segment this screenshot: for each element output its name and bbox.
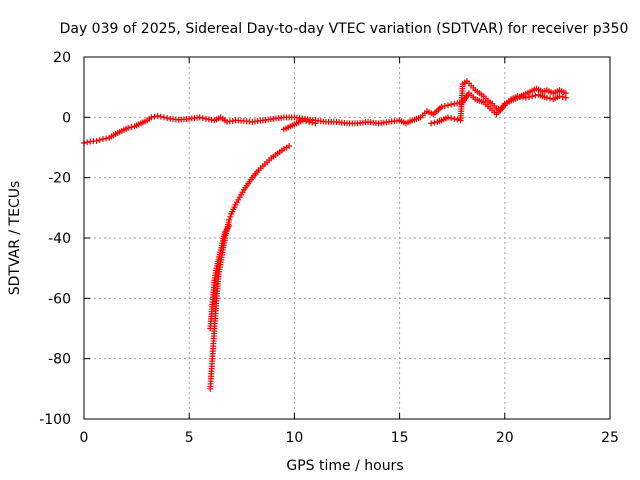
x-tick-label: 5: [185, 430, 194, 446]
data-point: [226, 216, 233, 223]
data-point: [154, 112, 161, 119]
y-tick-label: -60: [48, 291, 71, 307]
data-point: [151, 113, 158, 120]
x-tick-label: 0: [80, 430, 89, 446]
data-point: [286, 142, 293, 149]
data-point: [444, 114, 451, 121]
data-point: [532, 92, 539, 99]
data-point: [525, 93, 532, 100]
data-point: [431, 119, 438, 126]
y-axis-label: SDTVAR / TECUs: [7, 181, 23, 296]
data-point: [543, 94, 550, 101]
data-point: [562, 90, 569, 97]
grid-lines: [84, 57, 610, 419]
data-point: [93, 137, 100, 144]
data-point: [448, 101, 455, 108]
data-point: [99, 136, 106, 143]
y-tick-label: -20: [48, 171, 71, 187]
y-tick-label: 0: [62, 110, 71, 126]
data-point: [299, 117, 306, 124]
x-tick-label: 15: [391, 430, 409, 446]
data-point: [96, 136, 103, 143]
data-point: [227, 213, 234, 220]
data-point: [448, 115, 455, 122]
data-point: [128, 124, 135, 131]
x-tick-label: 20: [496, 430, 514, 446]
data-point: [84, 139, 91, 146]
data-point: [302, 118, 309, 125]
data-point: [428, 120, 435, 127]
data-point: [312, 120, 319, 127]
data-point: [164, 115, 171, 122]
x-tick-label: 25: [601, 430, 619, 446]
chart-title: Day 039 of 2025, Sidereal Day-to-day VTE…: [60, 21, 629, 37]
data-point: [559, 93, 566, 100]
plot-frame: [83, 56, 611, 420]
data-point: [148, 114, 155, 121]
data-point: [160, 114, 167, 121]
data-point: [529, 93, 536, 100]
data-point: [226, 222, 233, 229]
data-point: [454, 116, 461, 123]
y-tick-label: -40: [48, 231, 71, 247]
data-point: [556, 93, 563, 100]
axis-ticks: 0 5 10 15 20 25 -100 -80 -60 -40 -20 0 20: [39, 50, 619, 446]
data-point: [444, 102, 451, 109]
data-point: [309, 119, 316, 126]
data-point: [157, 113, 164, 120]
data-point: [103, 135, 110, 142]
data-point: [438, 103, 445, 110]
data-point: [306, 118, 313, 125]
x-tick-label: 10: [285, 430, 303, 446]
data-point: [441, 103, 448, 110]
data-point: [125, 124, 132, 131]
x-axis-label: GPS time / hours: [286, 458, 403, 474]
data-point: [199, 115, 206, 122]
y-tick-label: 20: [53, 50, 71, 66]
data-point: [451, 115, 458, 122]
data-point: [547, 95, 554, 102]
data-points: [81, 78, 569, 392]
y-tick-label: -80: [48, 352, 71, 368]
y-tick-label: -100: [39, 412, 71, 428]
data-point: [196, 114, 203, 121]
